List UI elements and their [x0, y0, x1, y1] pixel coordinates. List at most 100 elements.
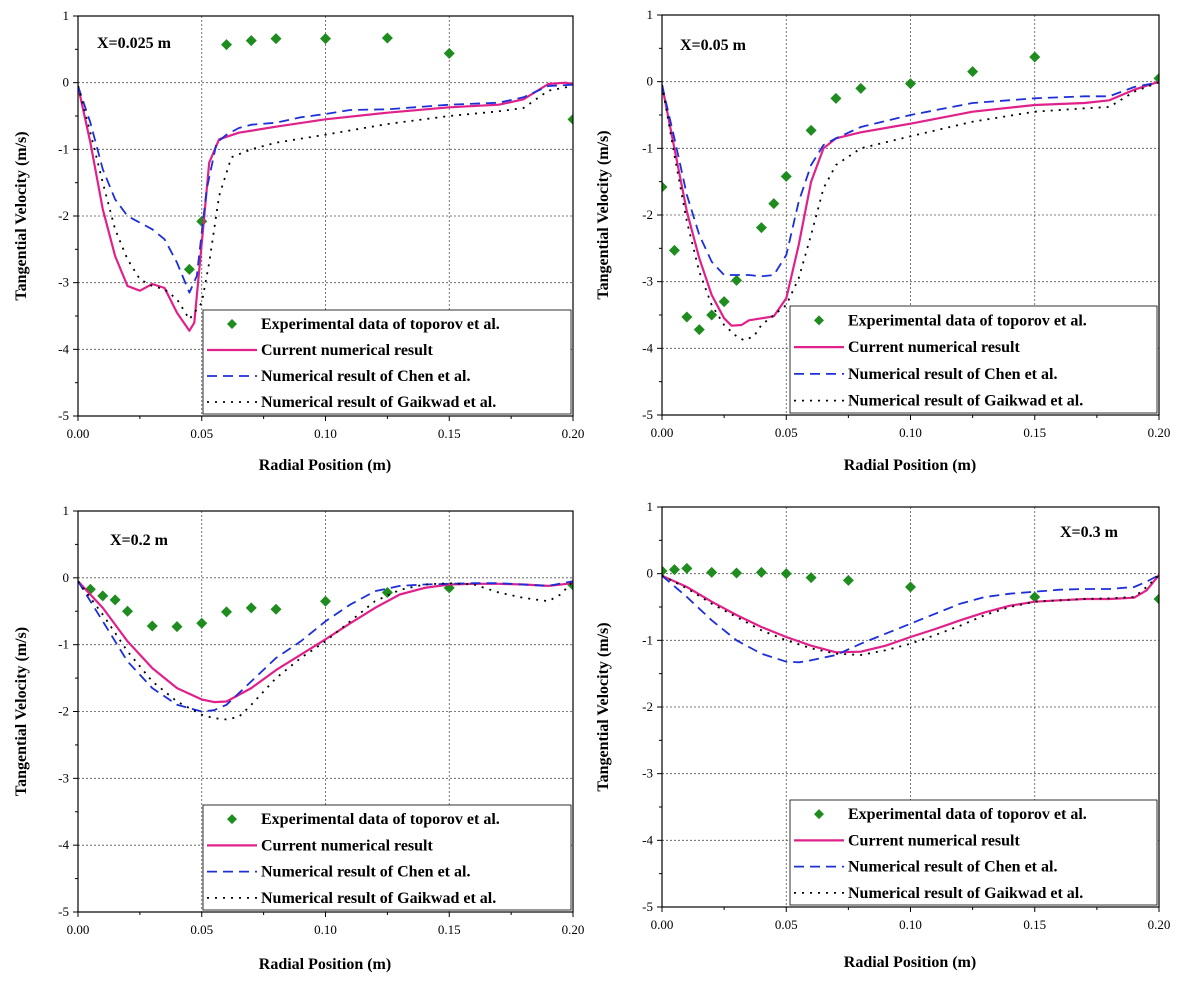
panel-label: X=0.2 m [110, 532, 169, 549]
experimental-point [905, 581, 916, 593]
legend-label-chen: Numerical result of Chen et al. [261, 368, 470, 385]
legend-box [202, 309, 572, 415]
experimental-point [171, 621, 183, 633]
y-tick-label: -1 [642, 632, 653, 647]
y-tick-label: -4 [58, 341, 69, 356]
legend-box [789, 305, 1158, 414]
y-axis-title: Tangential Velocity (m/s) [595, 130, 612, 299]
experimental-point [681, 562, 693, 574]
legend-label-exp: Experimental data of toporov et al. [261, 316, 500, 333]
y-tick-label: 1 [63, 8, 70, 23]
x-tick-label: 0.15 [438, 426, 461, 441]
experimental-point [97, 590, 109, 602]
experimental-point [693, 324, 705, 336]
y-tick-label: 0 [647, 74, 654, 89]
plot-area [662, 562, 1159, 664]
gaikwad-result-line [662, 574, 1159, 656]
current-result-line [78, 580, 573, 704]
experimental-point [830, 92, 842, 104]
plot-frame [77, 510, 574, 913]
chart-panel-2: 0.00 0.05 0.10 0.15 0.20 1 0 -1 -2 -3 -4 -5 X=0.05 m… [595, 7, 1170, 474]
experimental-point [755, 222, 767, 234]
experimental-point [221, 606, 232, 618]
experimental-point [780, 568, 792, 580]
x-tick-label: 0.00 [67, 426, 90, 441]
experimental-point [731, 567, 743, 579]
x-axis-title: Radial Position (m) [259, 956, 391, 973]
legend-label-cur: Current numerical result [261, 837, 434, 854]
legend-box [789, 799, 1158, 906]
gaikwad-result-line [662, 81, 1159, 342]
x-tick-label: 0.20 [562, 922, 585, 937]
experimental-point [221, 39, 232, 51]
experimental-point [443, 47, 455, 59]
x-tick-label: 0.00 [651, 425, 674, 440]
legend: Experimental data of toporov et al. Curre… [789, 305, 1158, 414]
experimental-point [855, 82, 867, 94]
plot-frame [661, 14, 1160, 416]
chen-result-line [78, 580, 573, 713]
experimental-point [245, 35, 257, 47]
x-tick-label: 0.10 [899, 917, 922, 932]
experimental-point [681, 311, 693, 323]
legend-label-exp: Experimental data of toporov et al. [848, 806, 1087, 823]
experimental-point [780, 170, 792, 182]
experimental-point [805, 124, 817, 136]
x-axis-title: Radial Position (m) [259, 457, 391, 474]
experimental-point [270, 33, 282, 45]
x-tick-label: 0.05 [775, 917, 798, 932]
y-tick-label: 1 [647, 7, 654, 22]
current-result-line [662, 80, 1159, 327]
experimental-point [245, 602, 257, 614]
experimental-point [381, 32, 393, 44]
x-tick-label: 0.20 [562, 426, 585, 441]
experimental-point [1029, 51, 1041, 63]
panel-label: X=0.025 m [97, 35, 172, 52]
experimental-point [706, 309, 718, 321]
x-tick-label: 0.10 [899, 425, 922, 440]
experimental-point [706, 566, 718, 578]
legend-label-gaik: Numerical result of Gaikwad et al. [848, 393, 1083, 410]
chart-panel-1: 0.00 0.05 0.10 0.15 0.20 1 0 -1 -2 -3 -4 -5 X=0.025 … [13, 8, 584, 474]
x-tick-label: 0.15 [438, 922, 461, 937]
y-tick-label: -1 [642, 140, 653, 155]
legend-box [202, 804, 572, 911]
y-tick-label: 1 [63, 503, 70, 518]
experimental-point [905, 78, 916, 90]
x-tick-label: 0.10 [314, 922, 337, 937]
experimental-point [270, 603, 282, 615]
experimental-point [662, 565, 668, 577]
experimental-point [567, 113, 573, 125]
chart-panel-3: 0.00 0.05 0.10 0.15 0.20 1 0 -1 -2 -3 -4 -5 X=0.2 m R… [13, 503, 584, 973]
y-tick-label: -2 [642, 699, 653, 714]
x-axis-title: Radial Position (m) [844, 954, 976, 971]
y-tick-label: -1 [58, 637, 69, 652]
x-tick-label: 0.20 [1148, 917, 1171, 932]
legend-label-gaik: Numerical result of Gaikwad et al. [261, 394, 496, 411]
experimental-point [668, 244, 680, 256]
y-tick-label: -4 [642, 340, 653, 355]
y-tick-label: 0 [63, 570, 70, 585]
y-tick-label: -4 [58, 837, 69, 852]
legend-label-chen: Numerical result of Chen et al. [848, 859, 1057, 876]
experimental-point [196, 617, 208, 629]
experimental-point [718, 296, 730, 308]
legend: Experimental data of toporov et al. Curre… [789, 799, 1158, 906]
y-tick-label: -5 [642, 899, 653, 914]
x-tick-label: 0.05 [775, 425, 798, 440]
experimental-point [842, 574, 854, 586]
legend: Experimental data of toporov et al. Curre… [202, 804, 572, 911]
plot-area [662, 51, 1159, 342]
legend-label-cur: Current numerical result [848, 339, 1021, 356]
x-tick-label: 0.10 [314, 426, 337, 441]
experimental-point [109, 594, 121, 606]
experimental-point [662, 181, 668, 193]
legend-label-cur: Current numerical result [848, 832, 1021, 849]
y-tick-label: -2 [58, 704, 69, 719]
experimental-point [731, 274, 743, 286]
y-tick-label: -3 [642, 274, 653, 289]
experimental-point [755, 566, 767, 578]
legend-label-cur: Current numerical result [261, 342, 434, 359]
current-result-line [78, 81, 573, 332]
